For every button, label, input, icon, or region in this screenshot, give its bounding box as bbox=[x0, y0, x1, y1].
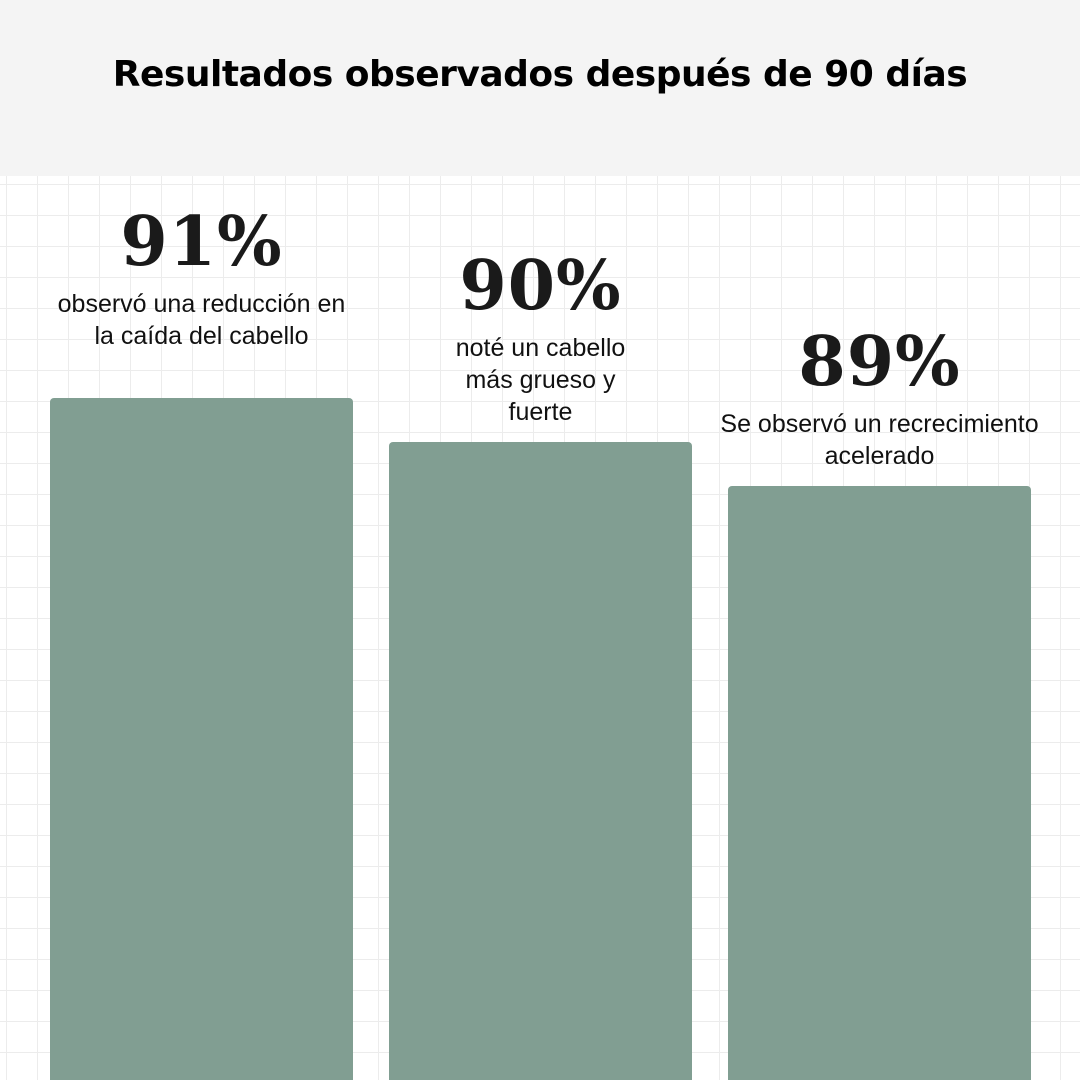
bar-1 bbox=[50, 398, 353, 1080]
bar-2-description: noté un cabello más grueso y fuerte bbox=[455, 334, 626, 426]
bar-2-value-label: 90% bbox=[459, 246, 622, 326]
bar-1-description: observó una reducción en la caída del ca… bbox=[57, 290, 346, 350]
header-band: Resultados observados después de 90 días bbox=[0, 0, 1080, 176]
chart-title: Resultados observados después de 90 días bbox=[112, 54, 968, 95]
bar-3-description: Se observó un recrecimiento acelerado bbox=[720, 410, 1039, 470]
bar-1-value-label: 91% bbox=[120, 202, 283, 282]
bar-2 bbox=[389, 442, 692, 1080]
bar-3-value-label: 89% bbox=[798, 322, 961, 402]
bar-3 bbox=[728, 486, 1031, 1080]
